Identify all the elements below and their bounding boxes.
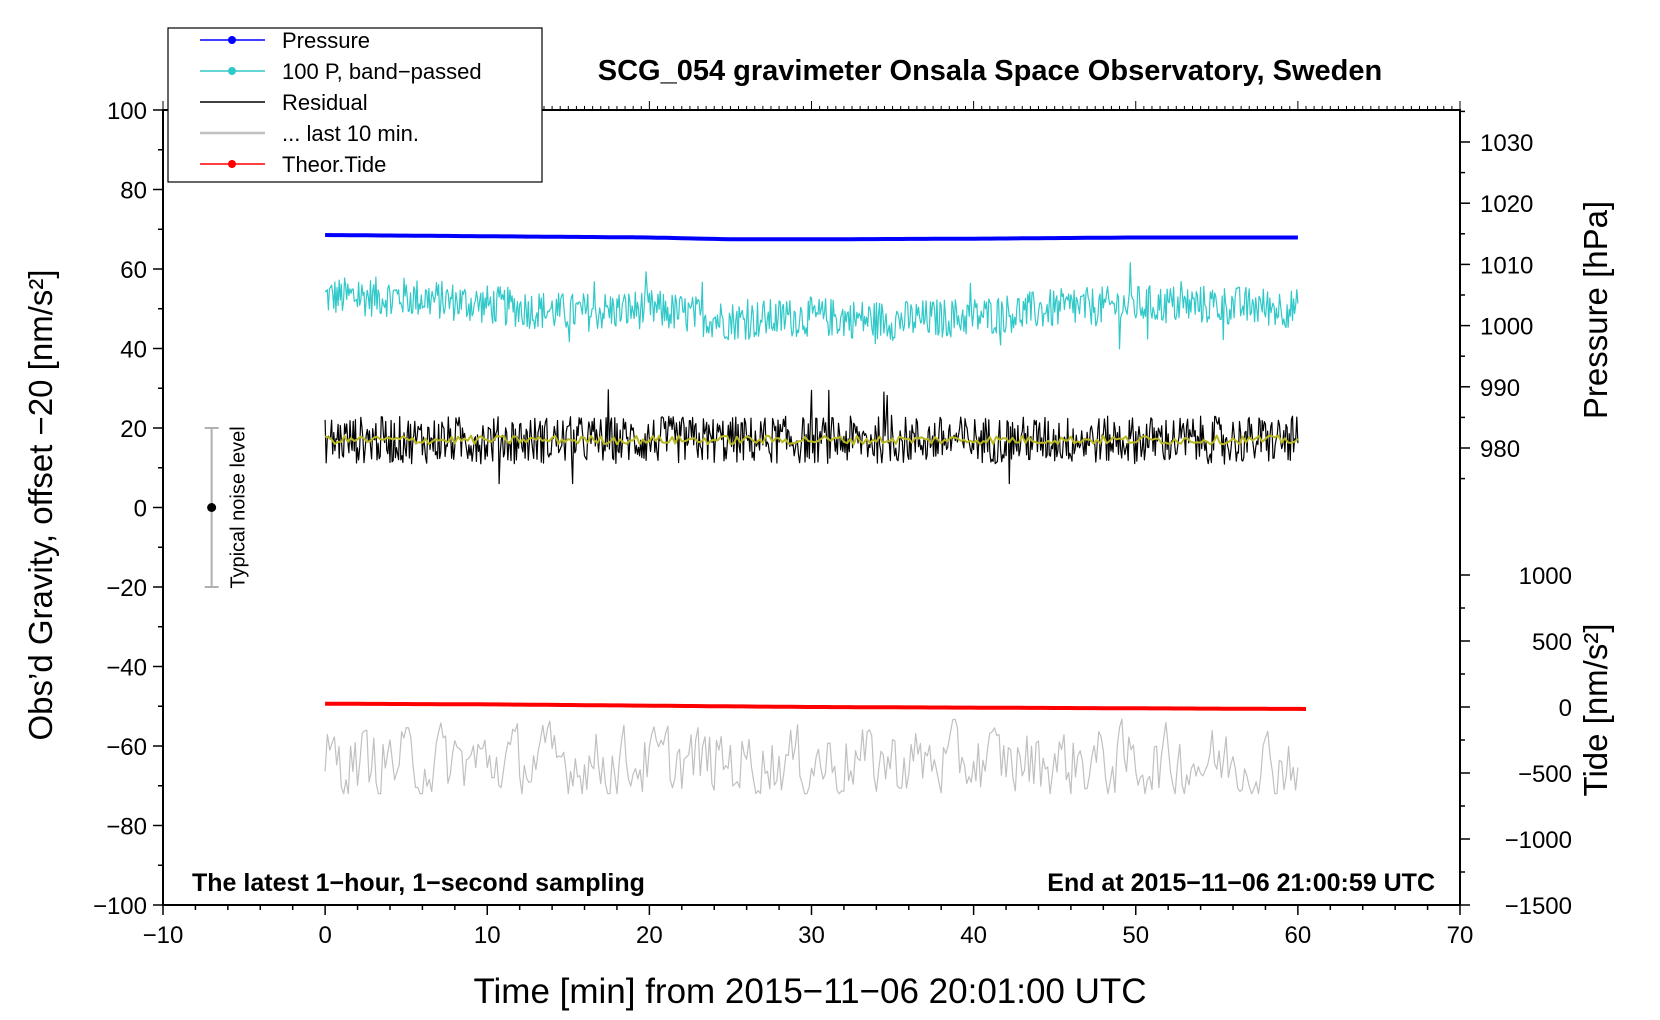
annotation-bottom-left: The latest 1−hour, 1−second sampling bbox=[192, 869, 645, 897]
x-tick-label: 70 bbox=[1447, 922, 1474, 949]
tide-tick-label: 500 bbox=[1532, 629, 1572, 656]
y-tick-label: −100 bbox=[93, 893, 147, 920]
noise-level-indicator: Typical noise level bbox=[204, 426, 250, 589]
y-tick-label: 0 bbox=[134, 496, 147, 523]
legend-swatch-marker bbox=[228, 36, 236, 44]
y-axis-label-left: Obs’d Gravity, offset −20 [nm/s²] bbox=[22, 269, 59, 740]
pressure-axis-ticks: 1030 1020 1010 1000 990 980 bbox=[1460, 110, 1533, 480]
x-axis-label: Time [min] from 2015−11−06 20:01:00 UTC bbox=[473, 972, 1146, 1011]
y-axis-label-tide: Tide [nm/s²] bbox=[1577, 624, 1614, 797]
x-tick-label: 50 bbox=[1122, 922, 1149, 949]
x-tick-label: 0 bbox=[318, 922, 331, 949]
chart-title: SCG_054 gravimeter Onsala Space Observat… bbox=[598, 55, 1382, 87]
series-theor-tide-line bbox=[325, 701, 1307, 711]
y-tick-label: 80 bbox=[120, 178, 147, 205]
tide-tick-label: −1000 bbox=[1505, 827, 1572, 854]
legend-label: Residual bbox=[282, 90, 368, 115]
tide-tick-label: 1000 bbox=[1519, 563, 1572, 590]
legend-swatch-marker bbox=[228, 160, 236, 168]
series-residual-smoothed-line bbox=[324, 434, 1299, 446]
legend-swatch-marker bbox=[228, 67, 236, 75]
tide-axis-ticks: 1000 500 0 −500 −1000 −1500 bbox=[1460, 563, 1572, 920]
y-tick-label: 60 bbox=[120, 257, 147, 284]
y-tick-label: −20 bbox=[106, 575, 147, 602]
pressure-tick-label: 990 bbox=[1480, 375, 1520, 402]
x-tick-label: 40 bbox=[960, 922, 987, 949]
x-tick-label: 10 bbox=[474, 922, 501, 949]
y-axis-ticks: 100 80 60 40 20 0 −20 −40 −60 −80 −100 bbox=[93, 98, 163, 920]
pressure-tick-label: 1030 bbox=[1480, 130, 1533, 157]
pressure-tick-label: 1020 bbox=[1480, 191, 1533, 218]
y-tick-label: −80 bbox=[106, 814, 147, 841]
y-tick-label: −60 bbox=[106, 734, 147, 761]
series-pressure-line bbox=[325, 233, 1298, 242]
tide-tick-label: 0 bbox=[1559, 695, 1572, 722]
legend-label: Pressure bbox=[282, 28, 370, 53]
noise-bar-center-dot bbox=[207, 503, 217, 512]
tide-tick-label: −1500 bbox=[1505, 893, 1572, 920]
x-tick-label: 20 bbox=[636, 922, 663, 949]
series-last-10-min-line bbox=[324, 718, 1299, 795]
y-tick-label: 20 bbox=[120, 416, 147, 443]
legend-label: ... last 10 min. bbox=[282, 121, 419, 146]
x-tick-label: −10 bbox=[143, 922, 184, 949]
legend-label: Theor.Tide bbox=[282, 152, 386, 177]
noise-level-label: Typical noise level bbox=[228, 426, 250, 588]
x-tick-label: 60 bbox=[1285, 922, 1312, 949]
series-layer bbox=[324, 233, 1307, 795]
tide-tick-label: −500 bbox=[1518, 761, 1572, 788]
y-tick-label: 100 bbox=[107, 98, 147, 125]
legend: Pressure 100 P, band−passed Residual ... la… bbox=[167, 27, 543, 183]
y-axis-label-pressure: Pressure [hPa] bbox=[1577, 201, 1614, 419]
legend-box bbox=[167, 27, 543, 183]
pressure-tick-label: 1010 bbox=[1480, 252, 1533, 279]
series-100-p-band-passed-line bbox=[324, 262, 1299, 350]
series-residual-line bbox=[324, 389, 1299, 485]
x-axis-ticks: −10 0 10 20 30 40 50 60 70 bbox=[143, 101, 1474, 949]
pressure-tick-label: 980 bbox=[1480, 436, 1520, 463]
y-tick-label: −40 bbox=[106, 655, 147, 682]
annotation-bottom-right: End at 2015−11−06 21:00:59 UTC bbox=[1047, 869, 1435, 897]
x-tick-label: 30 bbox=[798, 922, 825, 949]
pressure-tick-label: 1000 bbox=[1480, 314, 1533, 341]
y-tick-label: 40 bbox=[120, 337, 147, 364]
legend-label: 100 P, band−passed bbox=[282, 59, 482, 84]
